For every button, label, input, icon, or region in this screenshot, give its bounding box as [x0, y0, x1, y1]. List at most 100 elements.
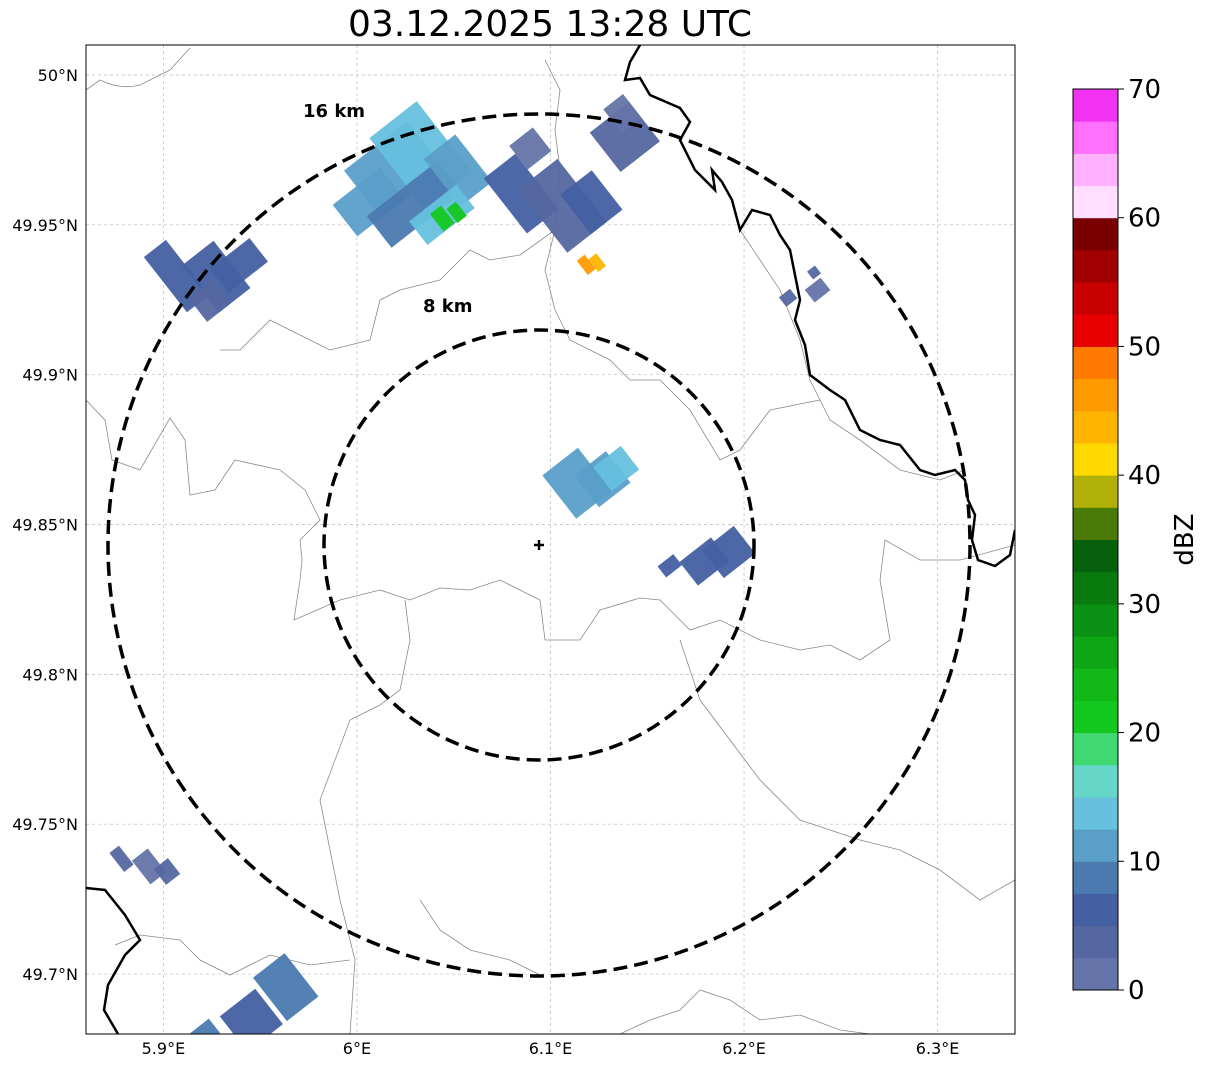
lat-tick-label: 49.8°N — [22, 665, 78, 684]
echo-patch — [589, 101, 660, 173]
echo-patch — [518, 158, 607, 253]
colorbar-bin — [1073, 764, 1118, 798]
lon-tick-label: 6.3°E — [916, 1039, 960, 1058]
echo-northwest-cell — [143, 238, 268, 322]
colorbar-bin — [1073, 89, 1118, 122]
colorbar-bin — [1073, 153, 1118, 187]
colorbar-bin — [1073, 539, 1118, 573]
radar-site-marker — [534, 540, 544, 550]
colorbar: 0 10 20 30 40 50 60 70 dBZ — [1072, 75, 1200, 1006]
boundary-line — [679, 639, 1015, 901]
precipitation-echoes — [109, 93, 831, 1034]
boundary-line — [220, 229, 556, 351]
echo-patch — [446, 201, 467, 224]
range-ring-16km — [106, 112, 972, 978]
colorbar-bin — [1073, 668, 1118, 701]
colorbar-bin — [1073, 121, 1118, 154]
boundary-line — [114, 934, 351, 976]
colorbar-bin — [1073, 636, 1118, 669]
colorbar-bin — [1073, 957, 1118, 991]
colorbar-tick-label: 50 — [1128, 332, 1161, 362]
ring-label-16km: 16 km — [303, 101, 365, 122]
colorbar-tick-label: 20 — [1128, 719, 1161, 749]
echo-north-cell-core — [430, 201, 467, 232]
colorbar-bin — [1073, 796, 1118, 830]
echo-patch — [253, 953, 319, 1022]
map-title: 03.12.2025 13:28 UTC — [347, 4, 753, 45]
colorbar-bin — [1073, 925, 1118, 959]
echo-northeast-cell — [483, 127, 623, 253]
longitude-axis: 5.9°E 6°E 6.1°E 6.2°E 6.3°E — [142, 1039, 960, 1058]
colorbar-bin — [1073, 314, 1118, 347]
colorbar-bin — [1073, 442, 1118, 476]
colorbar-tick-label: 70 — [1128, 75, 1161, 105]
range-rings: 16 km 8 km — [106, 101, 972, 978]
colorbar-frame — [1072, 88, 1119, 991]
national-border — [86, 886, 142, 1034]
echo-east-cell — [657, 525, 756, 586]
colorbar-bin — [1073, 861, 1118, 894]
colorbar-bin — [1073, 282, 1118, 315]
latitude-axis: 49.7°N 49.75°N 49.8°N 49.85°N 49.9°N 49.95°N 5… — [12, 66, 78, 984]
echo-patch — [143, 239, 209, 313]
lat-tick-label: 50°N — [38, 66, 78, 85]
echo-north-cell — [332, 101, 493, 248]
range-ring-8km — [322, 328, 756, 762]
colorbar-bin — [1073, 700, 1118, 734]
lon-tick-label: 6.2°E — [722, 1039, 766, 1058]
boundary-line — [619, 989, 871, 1034]
colorbar-bin — [1073, 346, 1118, 380]
echo-patch — [509, 127, 552, 170]
lat-tick-label: 49.85°N — [12, 516, 78, 535]
echo-northeast-cell-core — [576, 253, 607, 276]
echo-patch — [430, 205, 455, 232]
boundary-line — [319, 599, 411, 1034]
ring-label-8km: 8 km — [423, 296, 473, 317]
echo-patch — [576, 254, 596, 276]
boundary-line — [86, 47, 191, 91]
boundary-line — [419, 899, 541, 976]
boundary-line — [86, 399, 1015, 661]
echo-patch — [131, 848, 167, 885]
echo-patch — [702, 525, 756, 579]
national-border — [623, 45, 1015, 568]
lon-tick-label: 6°E — [343, 1039, 371, 1058]
colorbar-bin — [1073, 732, 1118, 766]
colorbar-bin — [1073, 571, 1118, 605]
echo-patch — [593, 445, 640, 492]
echo-patch — [153, 858, 181, 885]
echo-patch — [588, 253, 607, 273]
lon-tick-label: 5.9°E — [142, 1039, 186, 1058]
echo-patch — [188, 279, 231, 322]
lat-tick-label: 49.75°N — [12, 815, 78, 834]
lat-tick-label: 49.9°N — [22, 366, 78, 385]
echo-south-cells — [177, 953, 319, 1034]
echo-patch — [807, 265, 822, 280]
colorbar-bin — [1073, 475, 1118, 508]
echo-east-small-cell — [778, 265, 831, 307]
colorbar-bin — [1073, 829, 1118, 862]
echo-southwest-cell — [109, 845, 181, 885]
colorbar-bin — [1073, 378, 1118, 412]
colorbar-tick-label: 10 — [1128, 847, 1161, 877]
echo-patch — [778, 288, 798, 307]
colorbar-tick-label: 0 — [1128, 976, 1145, 1006]
lon-tick-label: 6.1°E — [529, 1039, 573, 1058]
colorbar-bin — [1073, 507, 1118, 540]
echo-patch — [109, 845, 134, 872]
colorbar-tick-label: 60 — [1128, 204, 1161, 234]
colorbar-bin — [1073, 185, 1118, 219]
lat-tick-label: 49.7°N — [22, 965, 78, 984]
colorbar-bin — [1073, 603, 1118, 637]
lat-tick-label: 49.95°N — [12, 216, 78, 235]
colorbar-bin — [1073, 249, 1118, 283]
map-frame — [85, 44, 1016, 1035]
echo-patch — [804, 277, 831, 303]
echo-patch — [423, 134, 493, 207]
echo-patch — [210, 238, 268, 293]
echo-patch — [560, 170, 623, 235]
colorbar-tick-label: 40 — [1128, 461, 1161, 491]
colorbar-bin — [1073, 893, 1118, 927]
colorbar-tick-label: 30 — [1128, 590, 1161, 620]
echo-central-cell — [542, 445, 640, 519]
